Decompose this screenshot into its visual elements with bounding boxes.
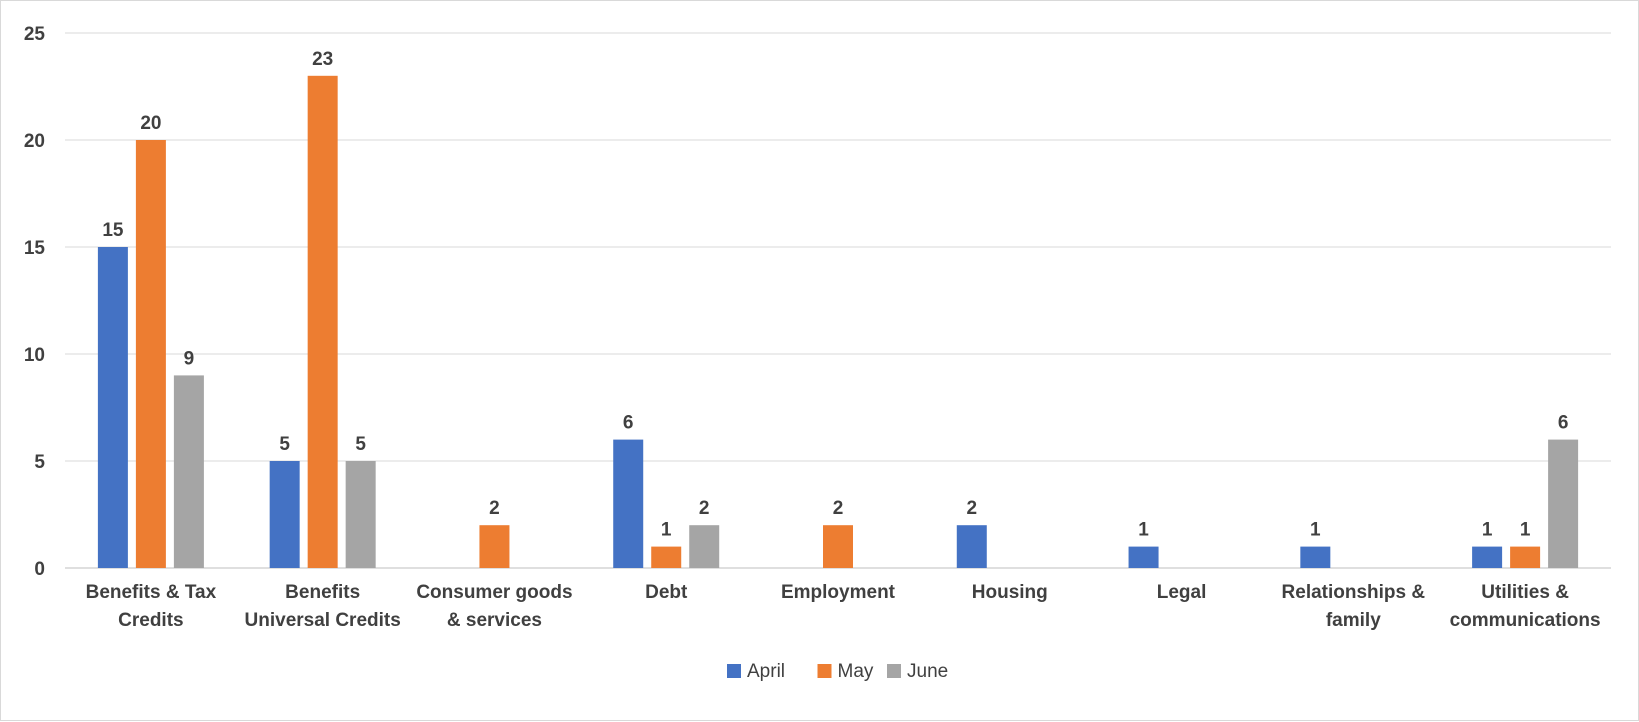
- data-label: 5: [355, 434, 366, 455]
- legend-swatch: [887, 664, 901, 678]
- data-label: 23: [312, 49, 333, 70]
- data-label: 1: [661, 520, 672, 541]
- data-label: 9: [184, 348, 195, 369]
- category-label: Employment: [781, 582, 896, 603]
- y-tick-label: 20: [24, 131, 45, 152]
- bar-april: [1300, 546, 1331, 568]
- bar-april: [613, 439, 644, 568]
- legend-label: April: [747, 661, 785, 682]
- data-label: 1: [1310, 520, 1321, 541]
- bar-april: [1128, 546, 1159, 568]
- y-tick-label: 5: [34, 452, 45, 473]
- category-label-line: Employment: [781, 582, 896, 603]
- bar-may: [823, 525, 853, 568]
- bar-april: [97, 247, 128, 568]
- data-label: 2: [833, 498, 844, 519]
- legend-swatch: [817, 664, 832, 678]
- data-label: 15: [102, 220, 124, 241]
- category-label: Relationships & family: [1282, 582, 1426, 631]
- category-label-line: Relationships &: [1282, 582, 1426, 603]
- bar-may: [479, 525, 510, 568]
- category-label: Consumer goods & services: [416, 582, 572, 631]
- category-label: Benefits & Tax Credits: [86, 582, 217, 631]
- data-label: 1: [1482, 520, 1493, 541]
- category-label-line: family: [1326, 610, 1381, 631]
- category-label-line: Housing: [972, 582, 1048, 603]
- legend-swatch: [727, 664, 741, 678]
- bar-june: [345, 461, 376, 568]
- bar-june: [689, 525, 720, 568]
- category-label: Utilities & communications: [1450, 582, 1601, 631]
- category-label-line: Credits: [118, 610, 183, 631]
- bar-june: [1548, 439, 1579, 568]
- data-label: 2: [966, 498, 977, 519]
- category-label-line: Benefits & Tax: [86, 582, 217, 603]
- legend-label: May: [838, 661, 874, 682]
- y-tick-label: 10: [24, 345, 45, 366]
- bar-june: [173, 375, 204, 568]
- data-label: 5: [279, 434, 290, 455]
- legend-label: June: [907, 661, 948, 682]
- data-label: 1: [1520, 520, 1531, 541]
- data-label: 1: [1138, 520, 1149, 541]
- category-label: Debt: [645, 582, 688, 603]
- category-label-line: & services: [447, 610, 542, 631]
- data-label: 6: [623, 413, 634, 434]
- data-label: 20: [140, 113, 161, 134]
- bar-may: [1510, 546, 1541, 568]
- category-label: Legal: [1157, 582, 1207, 603]
- category-label: Housing: [972, 582, 1048, 603]
- category-label-line: Utilities &: [1481, 582, 1569, 603]
- bar-april: [1472, 546, 1503, 568]
- category-label-line: communications: [1450, 610, 1601, 631]
- y-tick-label: 15: [24, 238, 46, 259]
- category-label-line: Benefits: [285, 582, 360, 603]
- bar-may: [135, 140, 166, 568]
- category-label-line: Debt: [645, 582, 688, 603]
- category-label-line: Legal: [1157, 582, 1207, 603]
- data-label: 2: [489, 498, 500, 519]
- bar-april: [956, 525, 987, 568]
- bar-may: [651, 546, 682, 568]
- y-tick-label: 25: [24, 24, 46, 45]
- data-label: 6: [1558, 413, 1569, 434]
- bar-april: [269, 461, 300, 568]
- category-label-line: Consumer goods: [416, 582, 572, 603]
- y-tick-label: 0: [34, 559, 45, 580]
- bar-may: [307, 75, 338, 569]
- category-label-line: Universal Credits: [245, 610, 401, 631]
- data-label: 2: [699, 498, 710, 519]
- category-label: Benefits Universal Credits: [245, 582, 401, 631]
